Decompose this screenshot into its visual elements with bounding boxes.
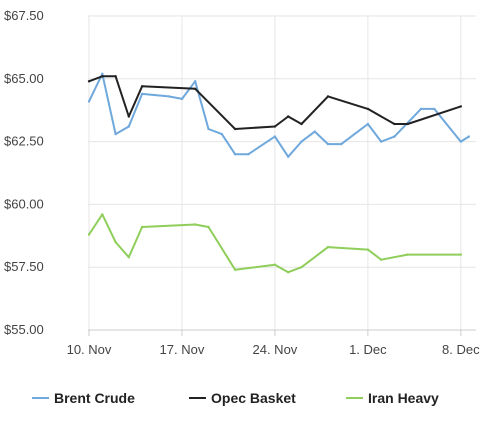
data-point — [194, 80, 197, 83]
series-line-iran-heavy — [88, 213, 462, 274]
data-point — [140, 225, 144, 229]
y-axis: $67.50 $65.00 $62.50 $60.00 $57.50 $55.00 — [4, 8, 44, 337]
data-point — [326, 245, 330, 249]
data-point — [273, 135, 277, 138]
legend-label: Iran Heavy — [368, 390, 439, 406]
data-point — [313, 130, 316, 133]
data-point — [419, 107, 423, 111]
legend: Brent Crude Opec Basket Iran Heavy — [32, 390, 439, 406]
data-point — [459, 253, 462, 256]
data-point — [127, 115, 130, 118]
x-tick-label: 1. Dec — [349, 342, 387, 357]
data-point — [300, 140, 303, 143]
series-lines — [87, 72, 470, 274]
data-point — [207, 127, 210, 131]
data-point — [101, 213, 104, 216]
x-tick-label: 17. Nov — [160, 342, 205, 357]
y-tick-label: $62.50 — [4, 134, 44, 149]
data-point — [326, 95, 330, 98]
data-point — [459, 105, 462, 108]
data-point — [114, 75, 117, 78]
data-point — [167, 95, 170, 98]
data-point — [366, 107, 370, 111]
data-point — [220, 132, 223, 136]
y-tick-label: $65.00 — [4, 71, 44, 86]
legend-item-brent-crude[interactable]: Brent Crude — [32, 390, 135, 406]
data-point — [114, 132, 117, 136]
data-point — [87, 80, 91, 83]
data-point — [326, 142, 330, 146]
y-tick-label: $60.00 — [4, 196, 44, 211]
x-tick-label: 24. Nov — [253, 342, 298, 357]
data-point — [101, 75, 104, 78]
y-tick-label: $55.00 — [4, 322, 44, 337]
data-point — [273, 125, 277, 128]
data-point — [380, 140, 383, 143]
data-point — [194, 87, 197, 91]
data-point — [247, 153, 250, 156]
data-point — [207, 225, 210, 229]
legend-label: Brent Crude — [54, 390, 135, 406]
y-tick-label: $57.50 — [4, 259, 44, 274]
data-point — [233, 268, 237, 271]
data-point — [127, 256, 130, 259]
data-point — [287, 271, 290, 274]
data-point — [233, 127, 237, 131]
data-point — [393, 135, 396, 138]
data-point — [87, 100, 91, 103]
data-point — [366, 248, 370, 251]
data-point — [380, 258, 383, 261]
data-point — [406, 122, 409, 126]
data-point — [366, 122, 370, 126]
x-axis: 10. Nov 17. Nov 24. Nov 1. Dec 8. Dec — [67, 329, 480, 357]
data-point — [194, 223, 197, 226]
legend-item-iran-heavy[interactable]: Iran Heavy — [346, 390, 439, 406]
legend-item-opec-basket[interactable]: Opec Basket — [189, 390, 296, 406]
data-point — [406, 253, 409, 256]
data-point — [140, 92, 144, 96]
data-point — [180, 97, 184, 101]
data-point — [300, 266, 303, 269]
data-point — [114, 240, 117, 244]
grid — [88, 15, 476, 331]
data-point — [287, 115, 290, 118]
data-point — [340, 142, 343, 146]
data-point — [393, 122, 396, 126]
data-point — [101, 72, 104, 76]
legend-label: Opec Basket — [211, 390, 296, 406]
data-point — [287, 155, 290, 158]
data-point — [233, 153, 237, 156]
x-tick-label: 8. Dec — [442, 342, 480, 357]
data-point — [273, 263, 277, 266]
data-point — [433, 107, 436, 111]
x-tick-label: 10. Nov — [67, 342, 112, 357]
data-point — [140, 85, 144, 88]
data-point — [300, 122, 303, 126]
data-point — [87, 233, 91, 236]
data-point — [127, 125, 130, 128]
y-tick-label: $67.50 — [4, 8, 44, 23]
data-point — [467, 135, 470, 138]
data-point — [459, 140, 462, 143]
